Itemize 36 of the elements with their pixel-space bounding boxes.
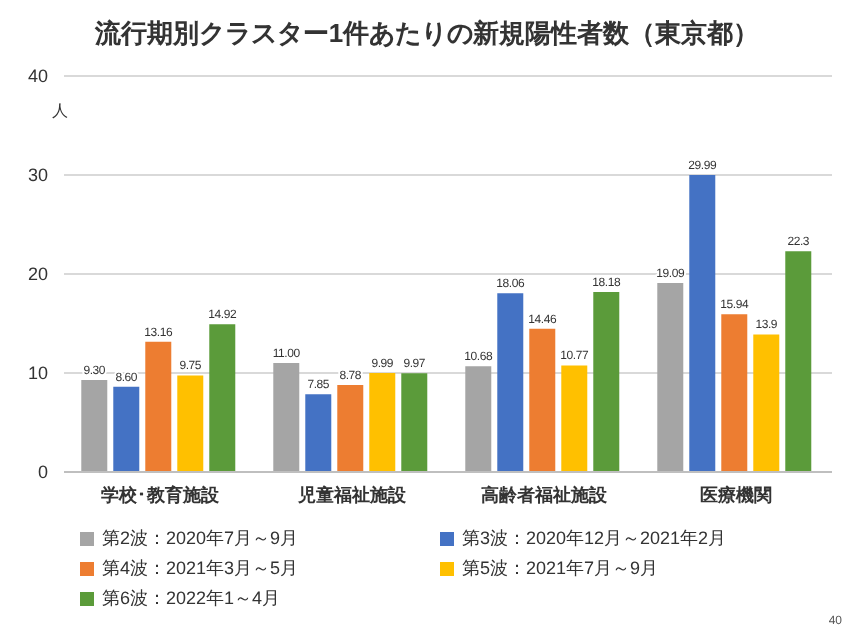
bar [401, 373, 428, 472]
bar [529, 328, 556, 472]
bar [177, 375, 204, 472]
x-tick-label: 児童福祉施設 [296, 484, 408, 505]
bar [689, 175, 716, 472]
x-tick-label: 学校･教育施設 [101, 482, 221, 505]
bar [337, 385, 364, 472]
legend-label: 第4波：2021年3月～5月 [102, 556, 299, 582]
x-tick-label: 医療機関 [700, 484, 772, 505]
bar [145, 341, 172, 472]
x-tick-label: 高齢者福祉施設 [481, 484, 609, 505]
bar [273, 363, 300, 472]
y-tick-label: 0 [37, 462, 48, 483]
legend-label: 第2波：2020年7月～9月 [102, 526, 299, 552]
bar [593, 292, 620, 472]
bar [657, 283, 684, 472]
y-axis-title: 人 [52, 100, 68, 122]
bar [209, 324, 236, 472]
chart-title: 流行期別クラスター1件あたりの新規陽性者数（東京都） [92, 16, 762, 52]
bar [721, 314, 748, 472]
bar [81, 379, 108, 472]
bar [497, 293, 524, 472]
bar [785, 251, 812, 472]
legend-label: 第3波：2020年12月～2021年2月 [462, 526, 727, 552]
bar [561, 365, 588, 472]
bar [465, 366, 492, 472]
y-tick-label: 40 [27, 66, 48, 87]
bar [305, 394, 332, 472]
legend-label: 第6波：2022年1～4月 [102, 586, 281, 612]
bar [369, 373, 396, 472]
y-tick-label: 20 [27, 264, 48, 285]
y-tick-label: 30 [27, 165, 48, 186]
bar [753, 334, 780, 472]
legend-label: 第5波：2021年7月～9月 [462, 556, 659, 582]
bar [113, 386, 140, 472]
y-tick-label: 10 [27, 363, 48, 384]
